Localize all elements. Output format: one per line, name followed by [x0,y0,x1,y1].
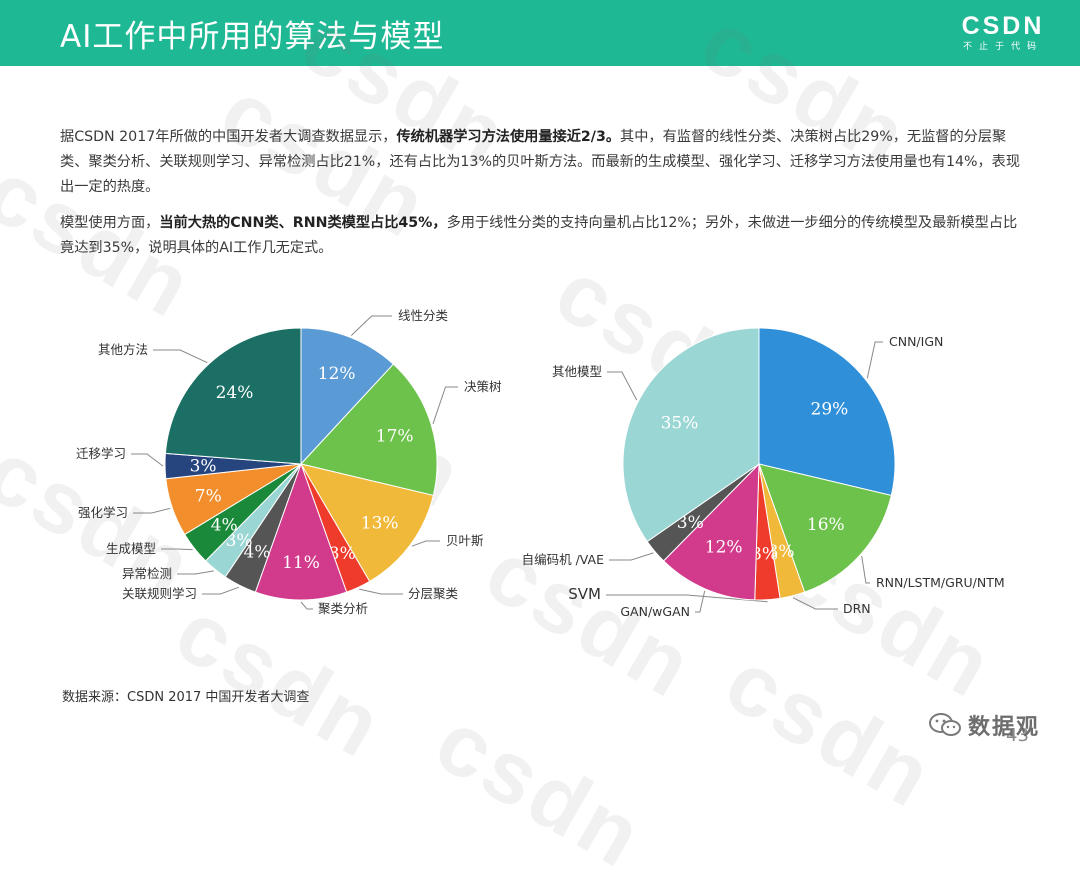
pie-slice [758,463,892,593]
leader-line [131,453,164,467]
slice-percent-label: 12% [318,364,356,384]
leader-line [177,570,214,575]
slice-category-label: 聚类分析 [318,601,368,616]
brand-name: CSDN [961,12,1045,40]
slice-category-label: 异常检测 [122,566,172,581]
leader-line [300,601,313,610]
leader-line [432,386,458,424]
slice-category-label: 生成模型 [106,541,156,556]
page-number: 43 [1006,725,1029,746]
slice-category-label: 迁移学习 [76,446,126,461]
slice-percent-label: 3% [329,544,356,564]
slice-percent-label: 11% [282,553,320,573]
slice-percent-label: 3% [226,531,253,551]
slice-category-label: 其他方法 [98,342,148,357]
wechat-account-name: 数据观 [968,715,1041,740]
slice-percent-label: 3% [768,542,795,562]
page-title: AI工作中所用的算法与模型 [60,19,445,55]
leader-line [695,590,706,613]
slice-category-label: 分层聚类 [408,586,459,601]
slice-percent-label: 3% [190,457,217,477]
slice-category-label: 自编码机 /VAE [522,552,604,567]
pie-slice [300,327,395,466]
slice-category-label: RNN/LSTM/GRU/NTM [876,575,1005,590]
slice-category-label: 其他模型 [552,364,602,379]
leader-line [359,588,403,595]
leader-line [866,341,883,379]
slice-category-label: GAN/wGAN [620,604,690,619]
slice-category-label: 贝叶斯 [446,533,484,548]
leader-line [861,556,870,584]
title-bar: AI工作中所用的算法与模型 CSDN 不止于代码 [0,0,1080,66]
brand-slogan: 不止于代码 [962,42,1043,52]
pie-slice [622,327,760,543]
slice-percent-label: 17% [376,427,414,447]
csdn-logo: CSDN 不止于代码 [948,12,1058,53]
pie-slice [662,462,760,601]
leader-line [350,315,392,336]
slice-percent-label: 3% [677,513,704,533]
wechat-badge: 数据观 [928,709,1040,741]
slice-percent-label: 3% [751,545,778,565]
leader-line [161,548,193,551]
leader-line [202,586,240,595]
slice-percent-label: 7% [195,486,222,506]
slice-percent-label: 29% [811,399,849,419]
leader-line [411,540,440,547]
pie-slice [299,463,434,583]
paragraph-highlight: 传统机器学习方法使用量接近2/3。 [396,129,621,145]
slice-percent-label: 4% [244,543,271,563]
paragraph-highlight: 当前大热的CNN类、RNN类模型占比45%， [159,215,447,231]
leader-line [606,594,768,603]
wechat-icon [929,713,961,736]
paragraph-models: 模型使用方面，当前大热的CNN类、RNN类模型占比45%，多用于线性分类的支持向… [60,211,1025,261]
paragraph-text: 其中，有监督的线性分类、决策树占比29%，无监督的分层聚类、聚类分析、关联规则学… [60,129,1021,195]
slice-percent-label: 35% [661,413,699,433]
paragraph-text: 模型使用方面， [60,215,160,231]
leader-line [792,597,838,610]
data-source-note: 数据来源：CSDN 2017 中国开发者大调查 [62,690,310,705]
pie-slice [254,462,348,601]
leader-line [609,552,654,561]
paragraph-methods: 据CSDN 2017年所做的中国开发者大调查数据显示，传统机器学习方法使用量接近… [60,125,1025,200]
slice-category-label: SVM [568,585,601,603]
leader-line [133,507,171,514]
slice-percent-label: 13% [361,513,399,533]
paragraph-text: 据CSDN 2017年所做的中国开发者大调查数据显示， [60,129,397,145]
slice-category-label: CNN/IGN [889,334,943,349]
slice-category-label: 关联规则学习 [122,586,197,601]
pie-slice [164,327,302,465]
slice-percent-label: 24% [216,383,254,403]
pie-charts: 12% 线性分类 17% 决策树 13% 贝叶斯 3% 分层聚类 11% 聚类分析 4% 关联规则学习… [76,308,1005,619]
slice-percent-label: 12% [705,538,743,558]
slice-category-label: DRN [843,601,871,616]
leader-line [607,371,638,401]
pie-slice [300,363,438,497]
slice-category-label: 决策树 [464,379,502,394]
paragraph-text: 多用于线性分类的支持向量机占比12%；另外，未做进一步细分的传统模型及最新模型占… [60,215,1018,256]
slice-percent-label: 4% [211,516,238,536]
slice-percent-label: 16% [807,515,845,535]
slice-category-label: 强化学习 [78,505,128,520]
leader-line [153,349,208,364]
slice-category-label: 线性分类 [398,308,449,323]
pie-slice [758,327,896,497]
